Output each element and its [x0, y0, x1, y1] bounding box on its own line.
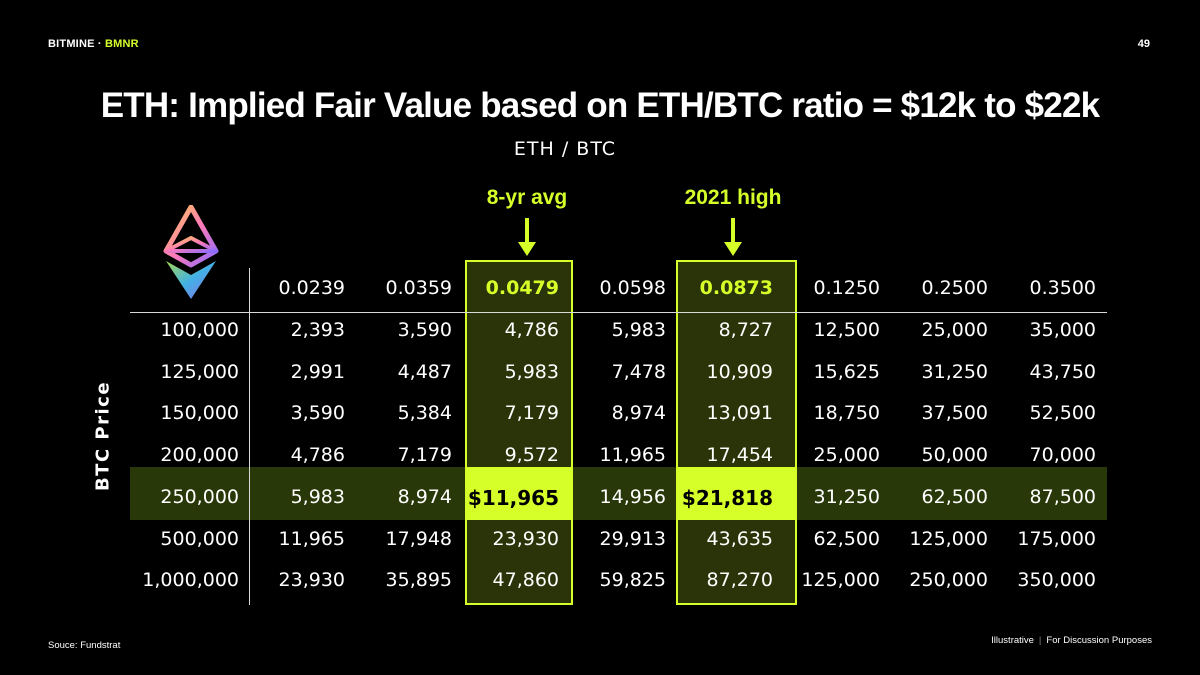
table-cell: 5,983: [290, 485, 345, 508]
callout-text: 8-yr avg: [486, 186, 568, 209]
table-cell: $21,818: [681, 485, 773, 510]
header-divider-line: [130, 312, 1107, 313]
highlight-column-box: [676, 260, 797, 605]
row-label: 1,000,000: [142, 569, 239, 592]
table-cell: 35,895: [385, 569, 452, 592]
column-header: 0.3500: [1029, 277, 1096, 299]
table-cell: 11,965: [278, 527, 345, 550]
row-label: 500,000: [160, 527, 239, 550]
table-cell: 17,454: [706, 444, 773, 467]
table-cell: 52,500: [1029, 402, 1096, 425]
disclaimer-illustrative: Illustrative: [991, 635, 1034, 646]
table-cell: 175,000: [1017, 527, 1096, 550]
column-header: 0.2500: [921, 277, 988, 299]
table-cell: 29,913: [599, 527, 666, 550]
table-cell: 47,860: [492, 569, 559, 592]
table-cell: 9,572: [504, 444, 559, 467]
table-cell: 18,750: [813, 402, 880, 425]
arrow-down-icon: [518, 218, 536, 256]
column-header: 0.0598: [599, 277, 666, 299]
slide-title: ETH: Implied Fair Value based on ETH/BTC…: [100, 86, 1100, 125]
row-label: 125,000: [160, 360, 239, 383]
table-cell: 8,727: [718, 319, 773, 341]
table-cell: 25,000: [921, 319, 988, 341]
table-cell: 25,000: [813, 444, 880, 467]
table-cell: 17,948: [385, 527, 452, 550]
column-header: 0.1250: [813, 277, 880, 299]
table-cell: $11,965: [467, 485, 559, 510]
disclaimer: Illustrative | For Discussion Purposes: [991, 635, 1152, 646]
page-number: 49: [1137, 38, 1150, 50]
table-cell: 5,983: [611, 319, 666, 341]
column-header: 0.0359: [385, 277, 452, 299]
table-cell: 10,909: [706, 360, 773, 383]
table-cell: 23,930: [492, 527, 559, 550]
table-cell: 5,384: [397, 402, 452, 425]
callout-label: 2021 high: [663, 186, 803, 256]
table-cell: 4,786: [290, 444, 345, 467]
table-cell: 14,956: [599, 485, 666, 508]
table-cell: 15,625: [813, 360, 880, 383]
column-header: 0.0873: [699, 277, 773, 299]
table-cell: 43,635: [706, 527, 773, 550]
table-cell: 3,590: [397, 319, 452, 341]
table-cell: 11,965: [599, 444, 666, 467]
table-cell: 2,991: [290, 360, 345, 383]
table-cell: 87,270: [706, 569, 773, 592]
column-axis-label: ETH / BTC: [513, 138, 617, 160]
ethereum-logo-icon: [163, 205, 219, 299]
table-cell: 70,000: [1029, 444, 1096, 467]
table-cell: 62,500: [813, 527, 880, 550]
highlight-cell-fill: [678, 467, 795, 520]
table-cell: 12,500: [813, 319, 880, 341]
brand-ticker: BMNR: [105, 38, 139, 50]
table-cell: 62,500: [921, 485, 988, 508]
highlight-cell-fill: [467, 467, 571, 520]
brand-label: BITMINE · BMNR: [48, 38, 139, 50]
table-cell: 35,000: [1029, 319, 1096, 341]
table-cell: 8,974: [397, 485, 452, 508]
brand-name: BITMINE: [48, 38, 95, 50]
brand-separator: ·: [94, 38, 106, 50]
table-cell: 7,179: [504, 402, 559, 425]
table-cell: 59,825: [599, 569, 666, 592]
callout-text: 2021 high: [684, 186, 782, 209]
column-header: 0.0239: [278, 277, 345, 299]
table-cell: 50,000: [921, 444, 988, 467]
table-cell: 43,750: [1029, 360, 1096, 383]
row-label: 250,000: [160, 485, 239, 508]
table-cell: 31,250: [813, 485, 880, 508]
table-cell: 87,500: [1029, 485, 1096, 508]
table-cell: 8,974: [611, 402, 666, 425]
table-cell: 5,983: [504, 360, 559, 383]
row-label-divider-line: [249, 268, 250, 605]
table-cell: 4,786: [504, 319, 559, 341]
table-cell: 13,091: [706, 402, 773, 425]
disclaimer-purpose: For Discussion Purposes: [1046, 635, 1152, 646]
table-cell: 125,000: [801, 569, 880, 592]
row-axis-label: BTC Price: [92, 380, 114, 492]
table-cell: 125,000: [909, 527, 988, 550]
row-label: 100,000: [160, 319, 239, 341]
table-cell: 3,590: [290, 402, 345, 425]
table-cell: 7,179: [397, 444, 452, 467]
column-header: 0.0479: [485, 277, 559, 299]
highlight-row-band: [130, 467, 1107, 520]
callout-label: 8-yr avg: [457, 186, 597, 256]
table-cell: 250,000: [909, 569, 988, 592]
table-cell: 23,930: [278, 569, 345, 592]
highlight-column-box: [465, 260, 573, 605]
table-cell: 37,500: [921, 402, 988, 425]
table-cell: 31,250: [921, 360, 988, 383]
source-note: Souce: Fundstrat: [48, 640, 121, 651]
row-label: 150,000: [160, 402, 239, 425]
disclaimer-separator: |: [1038, 635, 1042, 646]
table-cell: 2,393: [290, 319, 345, 341]
arrow-down-icon: [724, 218, 742, 256]
table-cell: 7,478: [611, 360, 666, 383]
table-cell: 4,487: [397, 360, 452, 383]
row-label: 200,000: [160, 444, 239, 467]
table-cell: 350,000: [1017, 569, 1096, 592]
